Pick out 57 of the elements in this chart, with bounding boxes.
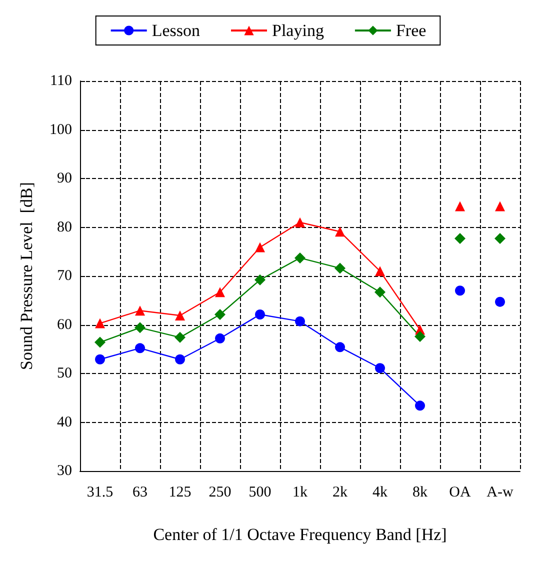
x-tick-label: 1k	[292, 484, 308, 500]
point	[414, 330, 426, 342]
x-tick-label: 500	[248, 484, 272, 500]
point	[95, 354, 105, 364]
x-tick-label: 250	[208, 484, 232, 500]
point	[455, 201, 465, 212]
x-tick-label: 31.5	[86, 484, 114, 500]
point	[455, 286, 465, 296]
x-tick-label: 4k	[372, 484, 388, 500]
point	[375, 266, 385, 276]
y-tick-label: 100	[50, 122, 72, 138]
x-tick-label: A-w	[486, 484, 514, 500]
x-tick-label: 125	[168, 484, 192, 500]
y-tick-label: 70	[57, 268, 72, 284]
point	[495, 201, 505, 212]
point	[295, 217, 305, 228]
point	[494, 232, 506, 244]
point	[214, 309, 226, 320]
y-axis-title: Sound Pressure Level [dB]	[17, 182, 36, 370]
legend-label: Lesson	[152, 21, 201, 40]
point	[495, 296, 505, 307]
x-tick-label: 63	[132, 484, 148, 500]
point	[375, 363, 385, 374]
legend-label: Free	[396, 21, 426, 40]
point	[335, 226, 345, 237]
y-tick-label: 40	[57, 414, 72, 430]
y-tick-label: 50	[57, 366, 72, 382]
x-axis-title: Center of 1/1 Octave Frequency Band [Hz]	[153, 525, 447, 544]
point	[295, 316, 305, 326]
x-tick-label: OA	[449, 484, 471, 500]
point	[215, 333, 225, 344]
y-tick-label: 90	[57, 170, 72, 186]
y-tick-label: 110	[50, 73, 72, 89]
point	[134, 322, 146, 334]
x-tick-label: 2k	[332, 484, 348, 500]
point	[454, 232, 466, 244]
point	[174, 332, 186, 343]
point	[415, 400, 425, 411]
point	[374, 286, 386, 298]
point	[175, 354, 185, 364]
point	[135, 306, 145, 316]
point	[175, 310, 185, 320]
point	[254, 274, 266, 286]
point	[215, 287, 225, 298]
point	[255, 310, 265, 320]
y-tick-label: 30	[57, 463, 72, 479]
point	[255, 242, 265, 252]
point	[334, 262, 346, 274]
legend-label: Playing	[272, 21, 324, 40]
y-tick-label: 80	[57, 219, 72, 236]
y-tick-label: 60	[57, 316, 72, 333]
point	[294, 252, 306, 264]
point	[94, 336, 106, 348]
point	[335, 342, 345, 352]
point	[135, 343, 145, 354]
x-tick-label: 8k	[412, 484, 428, 500]
point	[95, 318, 105, 328]
